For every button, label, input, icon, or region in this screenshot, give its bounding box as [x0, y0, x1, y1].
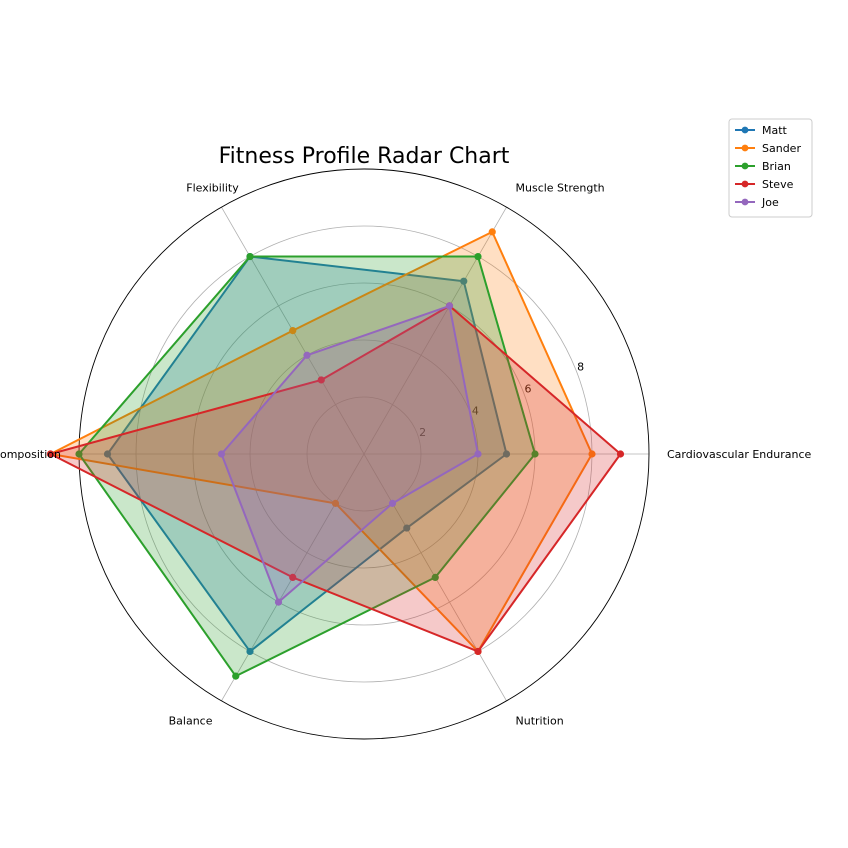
r-tick-label: 6 [524, 383, 531, 396]
series-fill-sander [50, 231, 592, 652]
data-point-matt [103, 450, 112, 458]
data-point-joe [274, 598, 283, 606]
data-point-steve [474, 647, 482, 656]
data-point-sander [331, 499, 340, 507]
data-point-steve [616, 450, 625, 458]
data-point-brian [474, 252, 482, 261]
legend-marker-steve [741, 180, 749, 188]
data-point-steve [317, 376, 325, 384]
category-label: Flexibility [186, 182, 239, 195]
legend: Matt Sander Brian Steve Joe [728, 118, 813, 218]
category-label: Muscle Strength [516, 182, 605, 195]
data-point-sander [289, 326, 297, 335]
data-point-brian [531, 450, 539, 458]
grid-spoke [363, 206, 507, 455]
legend-label-matt: Matt [762, 124, 788, 137]
legend-marker-brian [741, 162, 749, 170]
series-fill-brian [79, 256, 535, 677]
series-fill-steve [50, 305, 621, 652]
data-point-brian [431, 573, 439, 582]
legend-marker-matt [741, 126, 749, 134]
axis-labels: Cardiovascular Endurance Muscle Strength F… [0, 182, 811, 728]
category-label: Cardiovascular Endurance [667, 448, 811, 461]
data-point-joe [388, 499, 397, 507]
data-point-matt [460, 277, 468, 285]
data-point-brian [246, 252, 254, 261]
legend-frame [728, 118, 813, 218]
data-point-steve [289, 573, 297, 582]
legend-label-steve: Steve [762, 178, 794, 191]
data-point-joe [217, 450, 226, 458]
legend-label-joe: Joe [761, 196, 779, 209]
category-label: Nutrition [516, 714, 564, 727]
data-point-matt [502, 450, 511, 458]
series-layer [46, 228, 625, 680]
legend-label-sander: Sander [762, 142, 801, 155]
series-fill-matt [107, 256, 507, 652]
data-point-sander [588, 450, 596, 458]
data-point-joe [303, 351, 311, 359]
chart-title: Fitness Profile Radar Chart [219, 144, 510, 169]
category-label: Body Composition [0, 448, 61, 461]
data-point-matt [403, 524, 411, 532]
r-tick-label: 4 [472, 404, 479, 417]
category-label: Balance [169, 714, 213, 727]
data-point-joe [474, 450, 482, 458]
r-tick-label: 2 [419, 426, 426, 439]
data-point-matt [246, 647, 254, 656]
data-point-joe [445, 302, 454, 310]
legend-label-brian: Brian [762, 160, 791, 173]
r-tick-label: 8 [577, 361, 584, 374]
legend-marker-joe [741, 198, 749, 206]
legend-marker-sander [741, 144, 749, 152]
data-point-brian [232, 672, 240, 680]
data-point-sander [488, 228, 496, 236]
data-point-steve [46, 450, 55, 458]
data-point-brian [75, 450, 83, 458]
